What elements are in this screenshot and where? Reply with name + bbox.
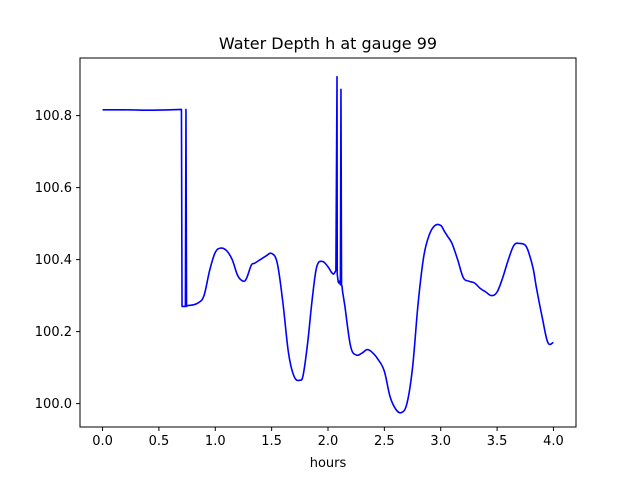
x-tick-label: 2.5 (374, 434, 395, 449)
plot-area-frame (79, 57, 577, 428)
y-tick-label: 100.8 (35, 109, 72, 124)
x-tick-label: 3.5 (487, 434, 508, 449)
series-line-0 (102, 75, 554, 414)
x-tick-label: 0.0 (92, 434, 113, 449)
y-tick-label: 100.0 (35, 397, 72, 412)
axis-ticks: 0.0 0.5 1.0 1.5 2.0 2.5 3.0 3.5 4.0 100.0 100.2 100… (35, 109, 564, 449)
x-axis-label: hours (310, 456, 347, 471)
y-tick-label: 100.6 (35, 181, 72, 196)
x-tick-label: 0.5 (149, 434, 170, 449)
y-tick-label: 100.4 (35, 253, 72, 268)
x-tick-label: 3.0 (430, 434, 451, 449)
x-tick-label: 1.0 (205, 434, 226, 449)
y-tick-label: 100.2 (35, 325, 72, 340)
x-tick-label: 2.0 (318, 434, 339, 449)
x-tick-label: 4.0 (543, 434, 564, 449)
x-tick-label: 1.5 (261, 434, 282, 449)
series-layer (102, 75, 554, 414)
chart-title: Water Depth h at gauge 99 (219, 34, 437, 53)
